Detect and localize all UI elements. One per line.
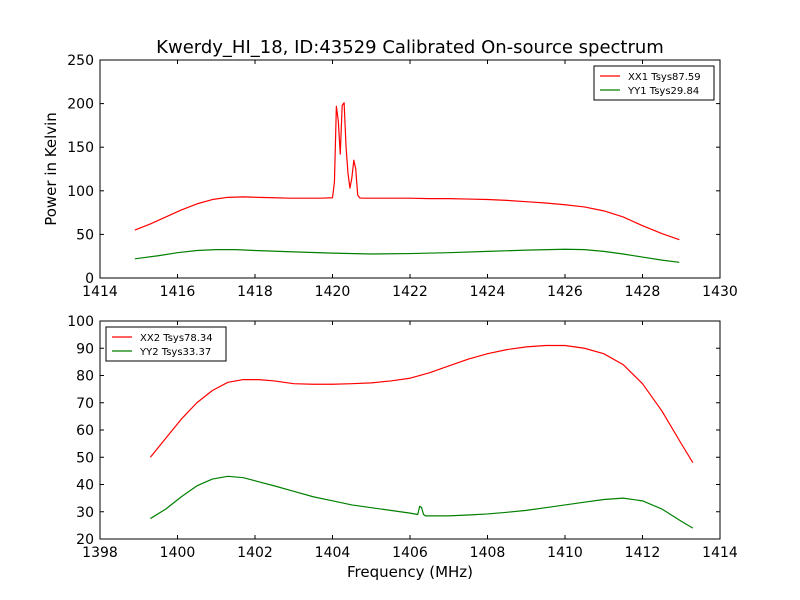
x-tick-label: 1412 [625, 545, 661, 561]
y-tick-label: 60 [76, 423, 94, 439]
series-line-2-1 [149, 344, 694, 464]
y-tick-label: 100 [67, 184, 94, 200]
y-tick-label: 40 [76, 478, 94, 494]
y-tick-label: 20 [76, 532, 94, 548]
y-tick-label: 80 [76, 369, 94, 385]
y-tick-label: 90 [76, 341, 94, 357]
top-y-axis-label: Power in Kelvin [42, 112, 60, 226]
bottom-plot: 1398 1400 1402 1404 1406 1408 1410 1412 1414 20 30… [67, 314, 738, 561]
x-tick-label: 1408 [470, 545, 506, 561]
y-tick-label: 200 [67, 97, 94, 113]
y-tick-label: 250 [67, 53, 94, 69]
figure-title: Kwerdy_HI_18, ID:43529 Calibrated On-sou… [156, 37, 664, 58]
x-tick-label: 1420 [315, 284, 351, 300]
x-tick-label: 1416 [160, 284, 196, 300]
legend-box [105, 326, 227, 362]
x-tick-label: 1422 [392, 284, 428, 300]
y-tick-label: 100 [67, 314, 94, 330]
y-tick-label: 70 [76, 396, 94, 412]
x-tick-label: 1430 [702, 284, 738, 300]
legend-box [593, 65, 715, 101]
series-line-2-2 [150, 475, 694, 529]
y-tick-label: 50 [76, 227, 94, 243]
legend-entry-label: XX2 Tsys78.34 [140, 333, 213, 344]
series-line-1-2 [134, 248, 680, 263]
x-tick-label: 1404 [315, 545, 351, 561]
x-tick-label: 1428 [625, 284, 661, 300]
top-plot: 1414 1416 1418 1420 1422 1424 1426 1428 1430 0 50 1… [67, 53, 738, 300]
y-tick-label: 150 [67, 140, 94, 156]
x-tick-label: 1414 [82, 284, 118, 300]
x-tick-label: 1398 [82, 545, 118, 561]
x-tick-label: 1424 [470, 284, 506, 300]
x-tick-label: 1414 [702, 545, 738, 561]
figure-x-axis-label: Frequency (MHz) [347, 563, 473, 581]
x-tick-label: 1406 [392, 545, 428, 561]
y-tick-label: 50 [76, 450, 94, 466]
x-tick-label: 1418 [237, 284, 273, 300]
legend-entry-label: XX1 Tsys87.59 [628, 72, 701, 83]
series-line-1-1 [134, 102, 680, 241]
x-tick-label: 1402 [237, 545, 273, 561]
x-tick-label: 1400 [160, 545, 196, 561]
legend-entry-label: YY2 Tsys33.37 [139, 347, 211, 358]
x-tick-label: 1426 [547, 284, 583, 300]
y-tick-label: 0 [85, 271, 94, 287]
legend-entry-label: YY1 Tsys29.84 [627, 86, 699, 97]
y-tick-label: 30 [76, 505, 94, 521]
x-tick-label: 1410 [547, 545, 583, 561]
